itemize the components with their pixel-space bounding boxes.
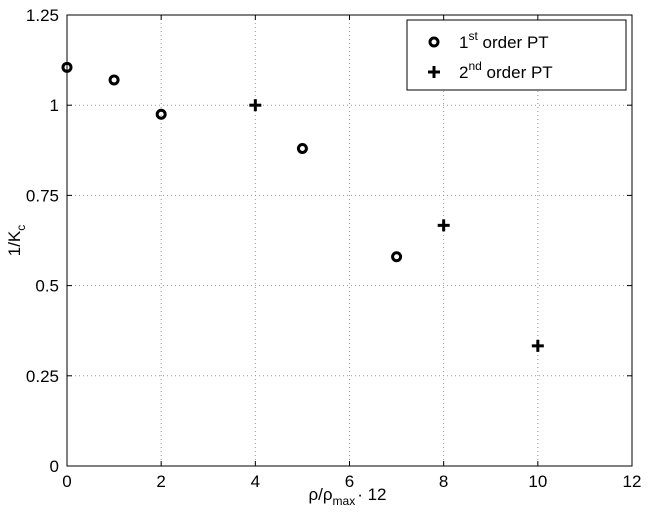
- legend-marker-plus: [428, 66, 440, 78]
- x-tick-label: 8: [439, 472, 448, 491]
- x-axis-label: ρ/ρmax · 12: [308, 485, 386, 508]
- legend-circle-marker: [428, 36, 440, 48]
- legend-label-2nd-order: 2nd order PT: [459, 59, 553, 82]
- y-tick-label: 1: [50, 96, 59, 115]
- y-tick-label: 1.25: [26, 6, 59, 25]
- x-tick-label: 6: [345, 472, 354, 491]
- circle-point-series-1: [155, 108, 167, 120]
- circle-point-series-1: [61, 61, 73, 73]
- plus-point-series-2: [437, 219, 450, 232]
- axis-ticks: 0 2 4 6 8 10 12 0 0.25 0.5 0.75 1 1.25: [26, 6, 642, 491]
- legend: 1st order PT 2nd order PT: [406, 19, 627, 91]
- legend-plus-marker: [428, 66, 440, 78]
- legend-box: [406, 19, 627, 91]
- x-tick-label: 4: [251, 472, 260, 491]
- x-tick-label: 12: [623, 472, 642, 491]
- plus-point-series-2: [249, 99, 262, 112]
- y-tick-label: 0.75: [26, 186, 59, 205]
- x-tick-label: 2: [156, 472, 165, 491]
- y-tick-label: 0: [50, 457, 59, 476]
- legend-entry-1st-order: 1st order PT: [428, 29, 549, 52]
- y-tick-label: 0.25: [26, 367, 59, 386]
- y-tick-label: 0.5: [35, 277, 59, 296]
- plus-point-series-2: [531, 339, 544, 352]
- legend-entry-2nd-order: 2nd order PT: [428, 59, 553, 82]
- x-tick-label: 0: [62, 472, 71, 491]
- data-points: [61, 61, 544, 352]
- circle-point-series-1: [296, 142, 308, 154]
- circle-point-series-1: [391, 251, 403, 263]
- x-tick-label: 10: [528, 472, 547, 491]
- circle-point-series-1: [108, 74, 120, 86]
- legend-label-1st-order: 1st order PT: [459, 29, 549, 52]
- y-axis-label: 1/Kc: [5, 225, 28, 257]
- legend-marker-circle: [428, 36, 440, 48]
